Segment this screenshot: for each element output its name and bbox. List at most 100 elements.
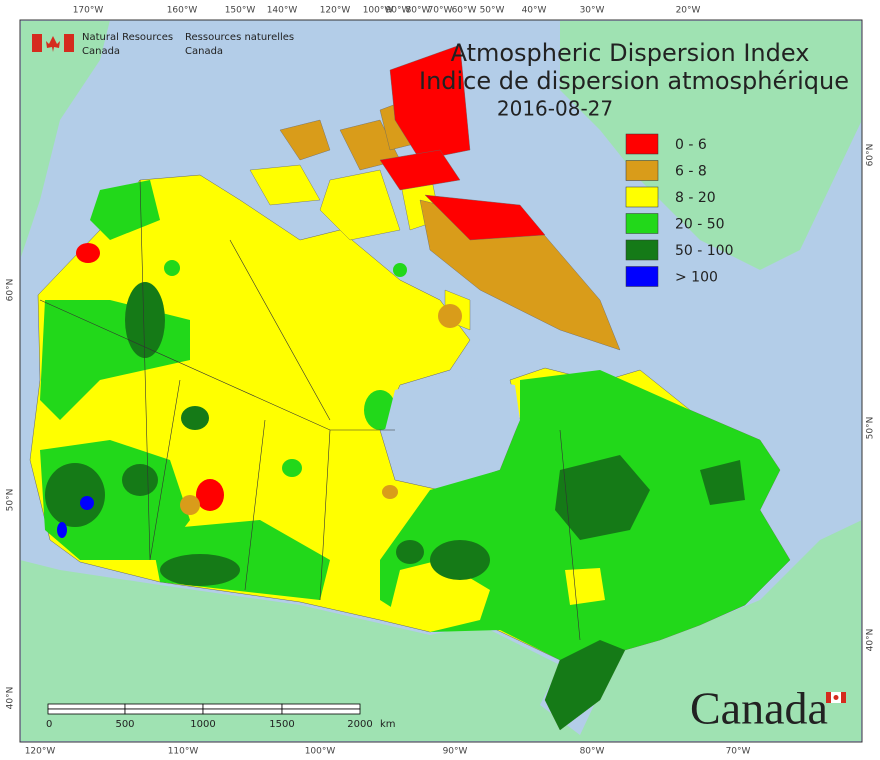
scale-label: 2000 [347, 719, 372, 730]
graticule-right: 40°N [866, 629, 876, 652]
graticule-top: 80°W [406, 6, 431, 16]
index-zone [45, 463, 105, 527]
agency-en: Natural Resources [82, 32, 173, 43]
graticule-bottom: 90°W [443, 747, 468, 757]
flag-leaf [46, 36, 60, 52]
scale-segment [202, 708, 283, 715]
index-zone [565, 568, 605, 605]
graticule-top: 20°W [676, 6, 701, 16]
graticule-top: 30°W [580, 6, 605, 16]
scale-label: 500 [115, 719, 134, 730]
index-zone [555, 455, 650, 540]
index-zone [90, 180, 160, 240]
index-zone [382, 485, 398, 499]
index-zone [125, 282, 165, 358]
graticule-top: 100°W [363, 6, 394, 16]
graticule-top: 120°W [320, 6, 351, 16]
index-zone [160, 554, 240, 586]
graticule-bottom: 80°W [580, 747, 605, 757]
scale-segment [124, 708, 204, 715]
graticule-top: 40°W [522, 6, 547, 16]
graticule-left: 50°N [6, 489, 16, 512]
index-zone [430, 540, 490, 580]
graticule-top: 160°W [167, 6, 198, 16]
graticule-top: 90°W [386, 6, 411, 16]
title-fr: Indice de dispersion atmosphérique [419, 67, 849, 95]
arctic-island [279, 119, 331, 161]
index-zone [438, 304, 462, 328]
graticule-bottom: 70°W [726, 747, 751, 757]
index-zone [380, 370, 790, 730]
index-zone [181, 406, 209, 430]
title-date: 2016-08-27 [497, 97, 613, 121]
scale-unit: km [380, 719, 396, 730]
wordmark: Canada [690, 683, 828, 734]
graticule-top: 150°W [225, 6, 256, 16]
index-zone [700, 460, 745, 505]
scale-segment [281, 703, 361, 710]
index-zone [164, 260, 180, 276]
scale-label: 1000 [190, 719, 215, 730]
greenland [560, 21, 861, 270]
legend-swatch [625, 213, 659, 234]
agency-fr: Canada [185, 46, 223, 57]
hudson-bay [385, 375, 520, 482]
graticule-bottom: 110°W [168, 747, 199, 757]
legend-swatch [625, 133, 659, 155]
graticule-bottom: 120°W [25, 747, 56, 757]
index-zone [57, 522, 67, 538]
united-states [21, 520, 861, 741]
arctic-island [319, 169, 401, 241]
graticule-right: 50°N [866, 417, 876, 440]
legend-swatch [625, 266, 659, 287]
index-zone [76, 243, 100, 263]
flag-right [64, 34, 74, 52]
scale-segment [124, 703, 204, 710]
graticule-top: 140°W [267, 6, 298, 16]
arctic-island [249, 164, 321, 206]
scale-segment [202, 703, 283, 710]
graticule-left: 40°N [6, 687, 16, 710]
agency-fr: Ressources naturelles [185, 32, 294, 43]
graticule-top: 60°W [452, 6, 477, 16]
legend-label: 20 - 50 [675, 217, 725, 233]
arctic-island [424, 194, 546, 241]
scale-segment [47, 703, 126, 710]
alaska-west [21, 21, 110, 257]
arctic-island [379, 149, 461, 191]
legend-swatch [625, 186, 659, 208]
index-zone [196, 479, 224, 511]
legend-label: 6 - 8 [675, 164, 707, 180]
borders [39, 179, 581, 641]
map-layer [21, 21, 861, 741]
index-zone [396, 540, 424, 564]
graticule-top: 50°W [480, 6, 505, 16]
title-en: Atmospheric Dispersion Index [451, 39, 810, 67]
legend-label: 50 - 100 [675, 243, 734, 259]
graticule-top: 70°W [428, 6, 453, 16]
legend-label: > 100 [675, 270, 718, 286]
index-zone [393, 263, 407, 277]
index-zone [122, 464, 158, 496]
index-zone [282, 459, 302, 477]
arctic-island [389, 44, 471, 161]
legend-label: 0 - 6 [675, 137, 707, 153]
legend-swatch [625, 239, 659, 261]
graticule-top: 170°W [73, 6, 104, 16]
legend-label: 8 - 20 [675, 190, 716, 206]
index-zone [545, 640, 625, 730]
graticule-bottom: 100°W [305, 747, 336, 757]
agency-en: Canada [82, 46, 120, 57]
wordmark-leaf [833, 695, 839, 700]
flag-left [32, 34, 42, 52]
graticule-left: 60°N [6, 279, 16, 302]
index-zone [180, 495, 200, 515]
scale-segment [47, 708, 126, 715]
graticule-right: 60°N [866, 144, 876, 167]
index-zone [80, 496, 94, 510]
scale-label: 0 [46, 719, 52, 730]
scale-segment [281, 708, 361, 715]
legend-swatch [625, 160, 659, 181]
